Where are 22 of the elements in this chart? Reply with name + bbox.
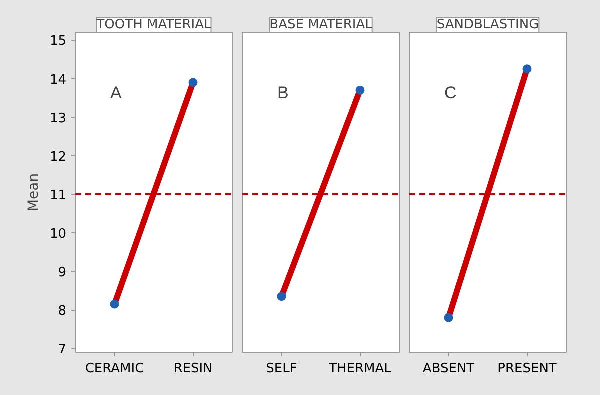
annotation: C bbox=[444, 84, 457, 102]
x-tick-label: THERMAL bbox=[328, 362, 392, 376]
x-tick-label: PRESENT bbox=[498, 362, 557, 376]
y-tick-label: 9 bbox=[58, 266, 67, 281]
y-tick-label: 15 bbox=[50, 34, 67, 50]
annotation: A bbox=[110, 84, 122, 102]
chart-title: SANDBLASTING bbox=[436, 18, 540, 32]
y-tick-label: 11 bbox=[50, 188, 67, 204]
x-tick-label: RESIN bbox=[174, 362, 213, 376]
chart-title: BASE MATERIAL bbox=[270, 18, 374, 32]
y-tick-label: 13 bbox=[50, 111, 67, 126]
y-axis-title: Mean bbox=[26, 173, 42, 212]
chart-title: TOOTH MATERIAL bbox=[96, 18, 212, 32]
annotation: B bbox=[278, 84, 289, 102]
y-tick-label: 10 bbox=[50, 226, 67, 242]
y-tick-label: 12 bbox=[50, 150, 67, 165]
x-tick-label: SELF bbox=[266, 362, 298, 376]
y-tick-label: 7 bbox=[58, 342, 67, 358]
x-tick-label: CERAMIC bbox=[85, 362, 144, 376]
y-tick-label: 14 bbox=[50, 72, 67, 88]
y-tick-label: 8 bbox=[58, 304, 67, 320]
x-tick-label: ABSENT bbox=[422, 362, 475, 376]
